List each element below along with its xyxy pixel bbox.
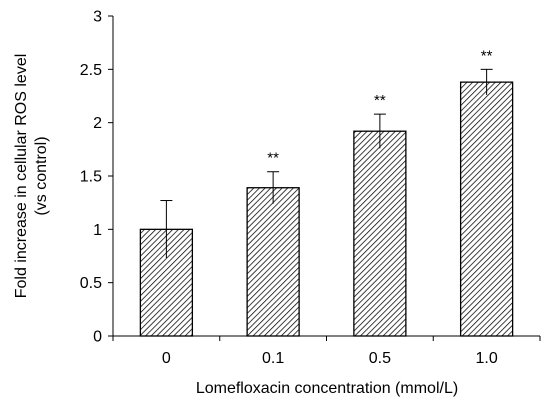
y-tick-label: 1.5 <box>80 169 102 186</box>
x-tick-label: 0.1 <box>262 350 284 367</box>
y-tick-label: 3 <box>93 9 102 26</box>
x-tick-label: 1.0 <box>476 350 498 367</box>
y-axis-ticks: 0 0.5 1 1.5 2 2.5 3 <box>80 9 113 346</box>
significance-label: ** <box>267 150 279 167</box>
error-bars-group <box>160 68 493 259</box>
bar <box>246 187 300 337</box>
bars-group <box>139 81 514 337</box>
x-tick-label: 0.5 <box>369 350 391 367</box>
y-axis-title-line-2: (vs control) <box>33 136 50 215</box>
y-axis-title: Fold increase in cellular ROS level (vs … <box>13 54 50 299</box>
significance-labels-group: ** ** ** <box>267 47 492 166</box>
significance-label: ** <box>374 92 386 109</box>
y-tick-label: 2 <box>93 115 102 132</box>
y-axis-title-line-1: Fold increase in cellular ROS level <box>13 54 30 299</box>
y-tick-label: 2.5 <box>80 62 102 79</box>
bar <box>353 130 407 337</box>
significance-label: ** <box>481 47 493 64</box>
y-tick-label: 1 <box>93 222 102 239</box>
y-tick-label: 0.5 <box>80 275 102 292</box>
x-axis-ticks: 0 0.1 0.5 1.0 <box>112 336 541 367</box>
y-tick-label: 0 <box>93 329 102 346</box>
x-tick-label: 0 <box>162 350 171 367</box>
x-axis-title: Lomefloxacin concentration (mmol/L) <box>196 380 458 397</box>
bar <box>459 81 514 337</box>
